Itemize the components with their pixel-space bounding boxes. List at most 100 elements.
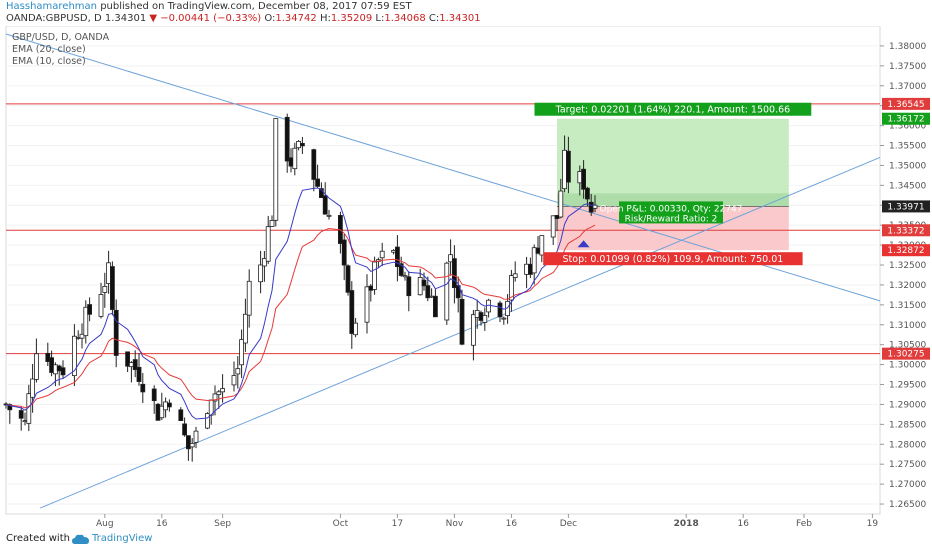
candle-body [98, 294, 104, 317]
candle-body [318, 188, 324, 198]
candle-body [566, 150, 571, 183]
y-tick-label: 1.28000 [889, 440, 926, 450]
x-tick-label: 2018 [674, 519, 699, 528]
stop-label: Stop: 0.01099 (0.82%) 109.9, Amount: 750… [563, 254, 784, 265]
price-chart[interactable]: Target: 0.02201 (1.64%) 220.1, Amount: 1… [0, 26, 932, 528]
candle-body [539, 235, 545, 256]
ema20-line [5, 187, 595, 420]
legend-ema10: EMA (10, close) [12, 56, 86, 67]
price-label: 1.33372 [887, 226, 924, 236]
candle-body [353, 322, 359, 336]
candle-body [402, 275, 408, 278]
y-tick-label: 1.37500 [889, 62, 926, 72]
candle-body [113, 309, 119, 356]
candle-body [246, 280, 252, 316]
candle-body [75, 337, 81, 339]
x-tick-label: 16 [156, 519, 168, 528]
candle-body [292, 147, 298, 170]
target-zone [557, 118, 789, 207]
legend-symbol: GBP/USD, D, OANDA [12, 32, 110, 43]
ema10-line [5, 224, 596, 409]
low-label: L: [375, 13, 385, 24]
y-tick-label: 1.34500 [889, 181, 926, 191]
target-label-box [534, 102, 812, 116]
last-price: 1.34301 [104, 13, 147, 24]
price-label-box [882, 244, 930, 257]
y-tick-label: 1.26500 [889, 500, 926, 510]
price-label: 1.32872 [887, 246, 924, 256]
position-zones [557, 118, 789, 251]
target-label: Target: 0.02201 (1.64%) 220.1, Amount: 1… [555, 105, 791, 116]
candle-body [125, 351, 130, 367]
chart-header: Hasshamarehman published on TradingView.… [0, 0, 932, 26]
close-label: C: [428, 13, 440, 24]
candle-body [273, 118, 279, 221]
candle-body [451, 258, 457, 288]
candle-body [132, 359, 138, 371]
candle-body [212, 393, 218, 402]
candle-body [83, 306, 89, 337]
candle-body [455, 285, 461, 299]
candle-body [159, 405, 165, 419]
high-value: 1.35209 [330, 13, 373, 24]
candle-body [432, 295, 438, 318]
y-tick-label: 1.32000 [889, 281, 926, 291]
created-with-label: Created with [6, 533, 70, 544]
open-pnl-zone [557, 193, 789, 207]
publish-info: published on TradingView.com, December 0… [100, 1, 412, 12]
author-link[interactable]: Hasshamarehman [6, 1, 97, 12]
candle-body [531, 247, 537, 274]
low-value: 1.34068 [384, 13, 426, 24]
candle-body [258, 264, 264, 283]
candle-body [299, 142, 305, 147]
x-tick-label: Dec [560, 519, 577, 528]
candle-body [368, 285, 374, 291]
y-tick-label: 1.27500 [889, 460, 926, 470]
candle-body [448, 254, 454, 263]
candle-body [284, 116, 290, 162]
y-tick-label: 1.29000 [889, 400, 926, 410]
price-label-box [882, 224, 930, 237]
position-labels: Target: 0.02201 (1.64%) 220.1, Amount: 1… [534, 102, 812, 266]
candle-body [18, 410, 24, 419]
candle-body [425, 285, 431, 299]
x-tick-label: Feb [796, 519, 812, 528]
candle-body [185, 435, 191, 450]
footer: Created with TradingView [0, 528, 932, 550]
candle-body [235, 368, 241, 375]
y-tick-label: 1.30500 [889, 341, 926, 351]
y-tick-label: 1.32500 [889, 261, 926, 271]
candle-body [581, 168, 586, 190]
price-label-box [882, 200, 930, 213]
x-tick-label: Nov [446, 519, 464, 528]
y-tick-label: 1.29500 [889, 381, 926, 391]
candle-body [486, 299, 492, 313]
entry-marker-icon [577, 240, 590, 248]
pnl-label: Open P&L: 0.00330, Qty: 22747 [600, 204, 743, 214]
candle-body [72, 335, 77, 377]
price-label: 1.36545 [887, 100, 924, 110]
y-tick-label: 1.38000 [889, 42, 926, 52]
time-axis[interactable]: Aug 16 Sep Oct 17 Nov 16 Dec 2018 16 Feb 19 [96, 514, 878, 528]
candle-body [182, 423, 188, 436]
candle-body [444, 262, 450, 321]
candle-body [482, 315, 488, 323]
candle-body [550, 215, 556, 238]
candle-body [349, 290, 355, 334]
tradingview-brand[interactable]: TradingView [92, 533, 153, 544]
candle-body [261, 258, 267, 267]
candle-body [421, 279, 427, 287]
candle-body [524, 263, 529, 275]
y-tick-label: 1.37000 [889, 82, 926, 92]
candle-body [128, 362, 134, 368]
candle-body [49, 357, 54, 373]
candle-body [322, 195, 328, 215]
candle-body [204, 413, 210, 429]
candle-body [562, 149, 567, 190]
y-tick-label: 1.27000 [889, 480, 926, 490]
y-tick-label: 1.35000 [889, 161, 926, 171]
price-axis[interactable]: 1.380001.375001.370001.365001.360001.355… [880, 42, 930, 510]
candle-body [178, 409, 184, 422]
price-change: −0.00441 (−0.33%) [160, 13, 262, 24]
candle-body [585, 187, 590, 200]
